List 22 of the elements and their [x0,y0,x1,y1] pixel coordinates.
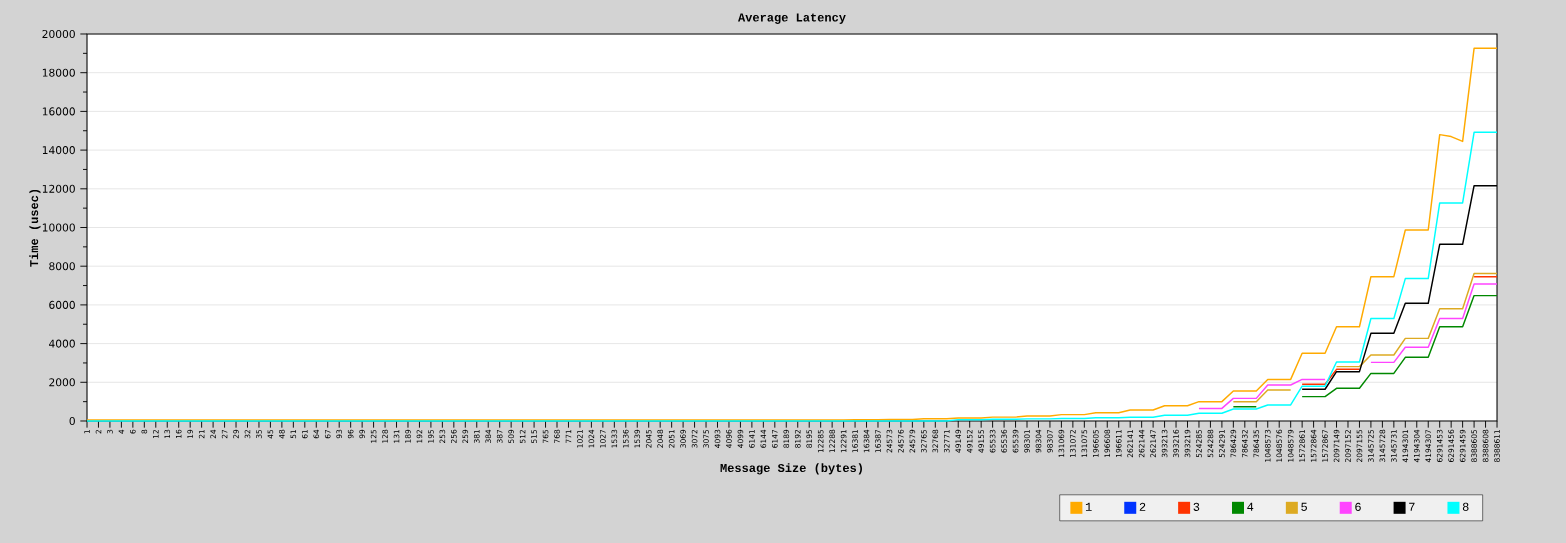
y-tick-label: 2000 [49,378,75,387]
y-tick-label: 14000 [42,146,75,155]
y-tick-label: 4000 [49,339,75,348]
y-axis-title: Time (usec) [29,189,41,267]
y-tick-label: 6000 [49,300,75,309]
legend-label: 7 [1409,502,1415,511]
y-tick-label: 10000 [42,223,75,232]
legend-label: 6 [1355,502,1361,511]
x-axis-title: Message Size (bytes) [720,463,862,475]
y-tick-label: 18000 [42,68,75,77]
y-tick-label: 20000 [42,29,75,39]
legend-label: 2 [1139,502,1146,511]
y-tick-label: 0 [69,416,75,426]
legend-label: 8 [1462,502,1469,511]
y-tick-label: 8000 [49,262,75,271]
legend-label: 1 [1085,502,1092,511]
legend-label: 4 [1247,502,1254,511]
legend-label: 5 [1301,502,1307,511]
legend-label: 3 [1193,502,1200,511]
chart-title: Average Latency [738,13,846,24]
y-tick-label: 16000 [42,107,75,116]
y-tick-label: 12000 [42,184,75,193]
